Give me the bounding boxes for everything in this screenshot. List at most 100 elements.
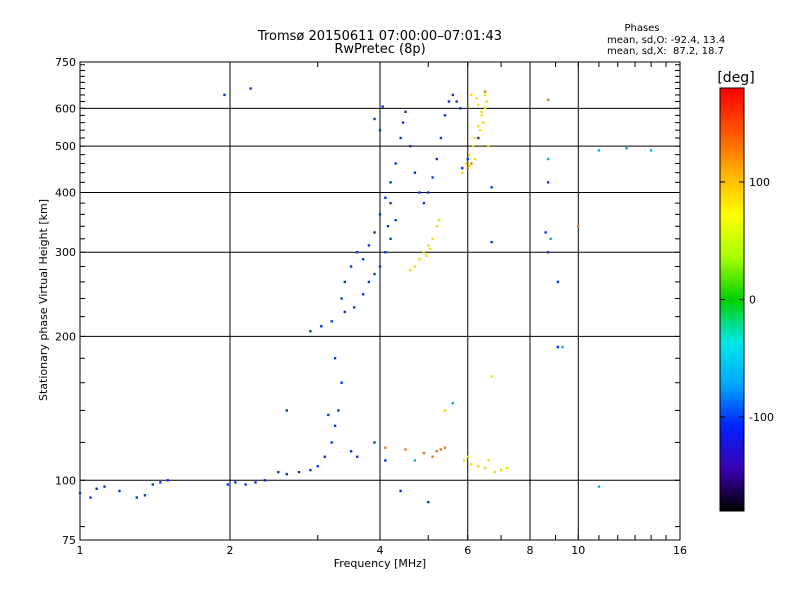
data-point (427, 244, 430, 247)
data-point (254, 481, 257, 484)
data-point (424, 254, 428, 257)
data-point (455, 100, 458, 103)
phase-info-line-o: mean, sd,O: -92.4, 13.4 (607, 35, 725, 46)
x-axis-label: Frequency [MHz] (334, 557, 426, 570)
data-point (462, 459, 466, 462)
data-point (223, 93, 226, 97)
data-point (389, 201, 392, 205)
data-point (373, 441, 376, 444)
data-point (435, 450, 438, 453)
data-point (464, 162, 468, 165)
data-point (546, 251, 550, 254)
y-tick-label: 75 (62, 534, 76, 547)
data-point (435, 225, 438, 228)
data-point (367, 244, 371, 247)
data-point (477, 465, 480, 468)
data-point (234, 481, 237, 484)
data-point (413, 459, 417, 462)
data-point (159, 481, 162, 484)
colorbar-tick-label: -100 (749, 411, 774, 424)
data-point (466, 166, 469, 170)
data-point (309, 468, 312, 472)
data-point (333, 357, 337, 360)
y-tick-label: 100 (55, 474, 76, 487)
data-point (349, 450, 353, 453)
data-point (349, 265, 353, 268)
data-point (556, 345, 560, 349)
x-tick-label: 4 (377, 544, 384, 557)
data-point (427, 191, 430, 194)
data-point (459, 107, 462, 110)
data-point (439, 448, 443, 451)
data-point (89, 496, 92, 499)
data-point (443, 409, 447, 412)
colorbar-label: [deg] (717, 70, 754, 86)
data-point (244, 483, 247, 486)
data-point (422, 251, 426, 254)
data-point (468, 153, 471, 156)
data-point (118, 489, 121, 493)
data-point (418, 191, 421, 194)
data-point (461, 171, 464, 174)
data-point (394, 162, 397, 165)
data-point (490, 240, 493, 244)
data-point (330, 441, 333, 444)
data-point (373, 231, 376, 234)
data-point (343, 310, 347, 314)
data-point (422, 451, 426, 455)
data-point (401, 121, 405, 124)
data-point (378, 128, 382, 132)
data-point (389, 237, 392, 241)
data-point (447, 100, 451, 103)
data-point (95, 487, 98, 490)
data-point (327, 413, 330, 417)
data-point (337, 409, 340, 412)
data-point (135, 496, 138, 499)
data-point (409, 269, 412, 272)
data-point (386, 225, 390, 228)
data-point (473, 136, 477, 140)
y-tick-label: 500 (55, 140, 76, 153)
y-tick-label: 750 (55, 56, 76, 69)
data-point (367, 280, 371, 284)
data-point (320, 325, 323, 328)
data-point (399, 489, 402, 493)
data-point (625, 147, 628, 150)
data-point (549, 237, 552, 241)
data-point (384, 251, 387, 254)
data-point (340, 381, 343, 384)
data-point (431, 237, 434, 241)
data-point (330, 320, 333, 323)
data-point (394, 219, 397, 222)
data-point (297, 470, 301, 474)
data-point (404, 448, 407, 451)
data-point (451, 93, 455, 97)
y-tick-label: 600 (55, 102, 76, 115)
y-tick-label: 200 (55, 330, 76, 343)
data-point (431, 455, 434, 458)
data-point (431, 176, 434, 179)
data-point (378, 265, 382, 268)
data-point (427, 500, 430, 504)
plot-area: 1 2 4 6 8 10 16 75 100 200 300 400 500 600 750 (55, 56, 687, 557)
data-point (482, 121, 485, 124)
data-point (263, 479, 267, 482)
data-point (323, 455, 327, 458)
data-point (597, 485, 601, 488)
data-point (384, 459, 387, 462)
y-tick-label: 300 (55, 246, 76, 259)
data-point (477, 103, 480, 107)
data-point (435, 157, 438, 161)
x-tick-label: 6 (464, 544, 471, 557)
data-point (355, 251, 359, 254)
data-point (381, 105, 384, 108)
data-point (470, 93, 473, 97)
data-point (384, 446, 387, 449)
data-point (477, 136, 480, 140)
data-point (487, 459, 490, 462)
data-point (544, 231, 547, 234)
data-point (151, 483, 155, 486)
data-point (471, 144, 475, 148)
data-point (404, 110, 407, 114)
data-point (483, 93, 487, 97)
